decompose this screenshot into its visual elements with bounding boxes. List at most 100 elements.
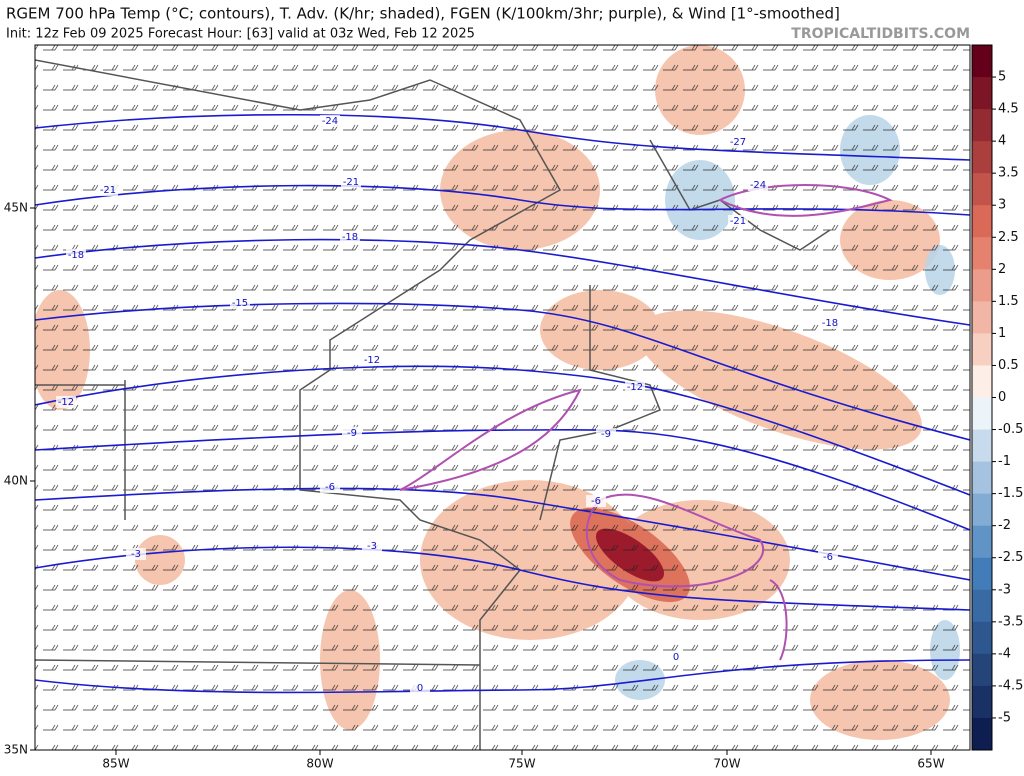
contour-label-bg: [56, 396, 76, 408]
contour-label-bg: [320, 115, 340, 127]
colorbar-label: -2.5: [998, 550, 1023, 565]
colorbar-box: [972, 173, 992, 206]
contour-label: -15: [232, 298, 248, 309]
contour-label: -12: [58, 397, 74, 408]
contour-label-bg: [410, 682, 430, 694]
colorbar-label: 0: [998, 390, 1006, 405]
contour-label-bg: [596, 428, 616, 440]
contour-label: -9: [601, 429, 611, 440]
contour-label: -18: [68, 250, 84, 261]
colorbar-box: [972, 461, 992, 495]
colorbar-box: [972, 109, 992, 142]
colorbar-box: [972, 557, 992, 591]
colorbar-box: [972, 237, 992, 270]
contour-label: -3: [131, 549, 141, 560]
colorbar-label: -2: [998, 518, 1011, 533]
title: RGEM 700 hPa Temp (°C; contours), T. Adv…: [6, 5, 840, 23]
contour-label: -6: [325, 482, 335, 493]
colorbar-box: [972, 717, 992, 751]
lat-label: 35N: [4, 743, 28, 757]
colorbar-label: -3: [998, 582, 1011, 597]
contour-label-bg: [230, 297, 250, 309]
colorbar-label: 3.5: [998, 166, 1019, 181]
contour-label: -18: [342, 232, 358, 243]
contour-label: -3: [367, 541, 377, 552]
contour-label-bg: [362, 354, 382, 366]
colorbar-label: -5: [998, 710, 1011, 725]
colorbar-label: 5: [998, 70, 1006, 85]
contour-label-bg: [820, 317, 840, 329]
contour-label: -21: [730, 216, 746, 227]
contour-label-bg: [66, 249, 86, 261]
subtitle: Init: 12z Feb 09 2025 Forecast Hour: [63…: [6, 27, 475, 42]
contour-label-bg: [728, 215, 748, 227]
contour-label-bg: [586, 495, 606, 507]
colorbar-box: [972, 77, 992, 110]
lon-label: 70W: [713, 757, 740, 771]
contour-label: -27: [730, 137, 746, 148]
colorbar-label: -3.5: [998, 614, 1023, 629]
contour-label-bg: [666, 651, 686, 663]
contour-label: 0: [417, 683, 423, 694]
contour-label: -18: [822, 318, 838, 329]
contours: [35, 113, 970, 694]
fgen: [399, 184, 893, 661]
colorbar-box: [972, 429, 992, 463]
colorbar-label: -0.5: [998, 422, 1023, 437]
contour-label-bg: [625, 381, 645, 393]
contour-label: -6: [591, 496, 601, 507]
colorbar-label: -1.5: [998, 486, 1023, 501]
contour-label-bg: [126, 548, 146, 560]
colorbar-box: [972, 397, 992, 431]
lat-label: 40N: [4, 474, 28, 488]
watermark: TROPICALTIDBITS.COM: [791, 26, 970, 42]
contour-label: -9: [347, 428, 357, 439]
colorbar-label: 1: [998, 326, 1006, 341]
contour-label-bg: [728, 136, 748, 148]
colorbar-label: -1: [998, 454, 1011, 469]
colorbar-label: 2: [998, 262, 1006, 277]
colorbar-label: 0.5: [998, 358, 1019, 373]
contour-label: -6: [823, 552, 833, 563]
contour-label: -21: [100, 185, 116, 196]
contour-label: -21: [343, 177, 359, 188]
contour-label-bg: [341, 176, 361, 188]
lat-label: 45N: [4, 201, 28, 215]
colorbar-box: [972, 141, 992, 174]
colorbar-box: [972, 269, 992, 302]
colorbar-box: [972, 653, 992, 687]
colorbar-box: [972, 205, 992, 238]
colorbar-label: 1.5: [998, 294, 1019, 309]
lon-label: 75W: [508, 757, 535, 771]
colorbar-box: [972, 621, 992, 655]
colorbar-box: [972, 333, 992, 366]
lon-label: 65W: [917, 757, 944, 771]
contour-label-bg: [748, 179, 768, 191]
colorbar-box: [972, 525, 992, 559]
contour-label: -12: [364, 355, 380, 366]
colorbar-label: -4: [998, 646, 1011, 661]
contour-label-bg: [98, 184, 118, 196]
contour-label-bg: [340, 231, 360, 243]
colorbar-label: 3: [998, 198, 1006, 213]
colorbar-box: [972, 493, 992, 527]
colorbar-box: [972, 365, 992, 398]
contour-label-bg: [342, 427, 362, 439]
contour-label: -24: [322, 116, 338, 127]
lon-label: 80W: [306, 757, 333, 771]
contour-label: -24: [750, 180, 766, 191]
contour-label: -12: [627, 382, 643, 393]
colorbar-label: 4: [998, 134, 1006, 149]
colorbar-label: 2.5: [998, 230, 1019, 245]
contour-label: 0: [673, 652, 679, 663]
contour-label-bg: [362, 540, 382, 552]
map: -24 -27 -21 -21 -24 -21 -18 -18 -18 -15 -12 -12 -12 -…: [35, 45, 970, 750]
colorbar-box: [972, 589, 992, 623]
colorbar-label: 4.5: [998, 102, 1019, 117]
contour-label-bg: [320, 481, 340, 493]
map-frame: [34, 44, 971, 751]
colorbar-box: [972, 45, 992, 78]
lon-label: 85W: [102, 757, 129, 771]
colorbar-label: -4.5: [998, 678, 1023, 693]
contour-label-bg: [818, 551, 838, 563]
